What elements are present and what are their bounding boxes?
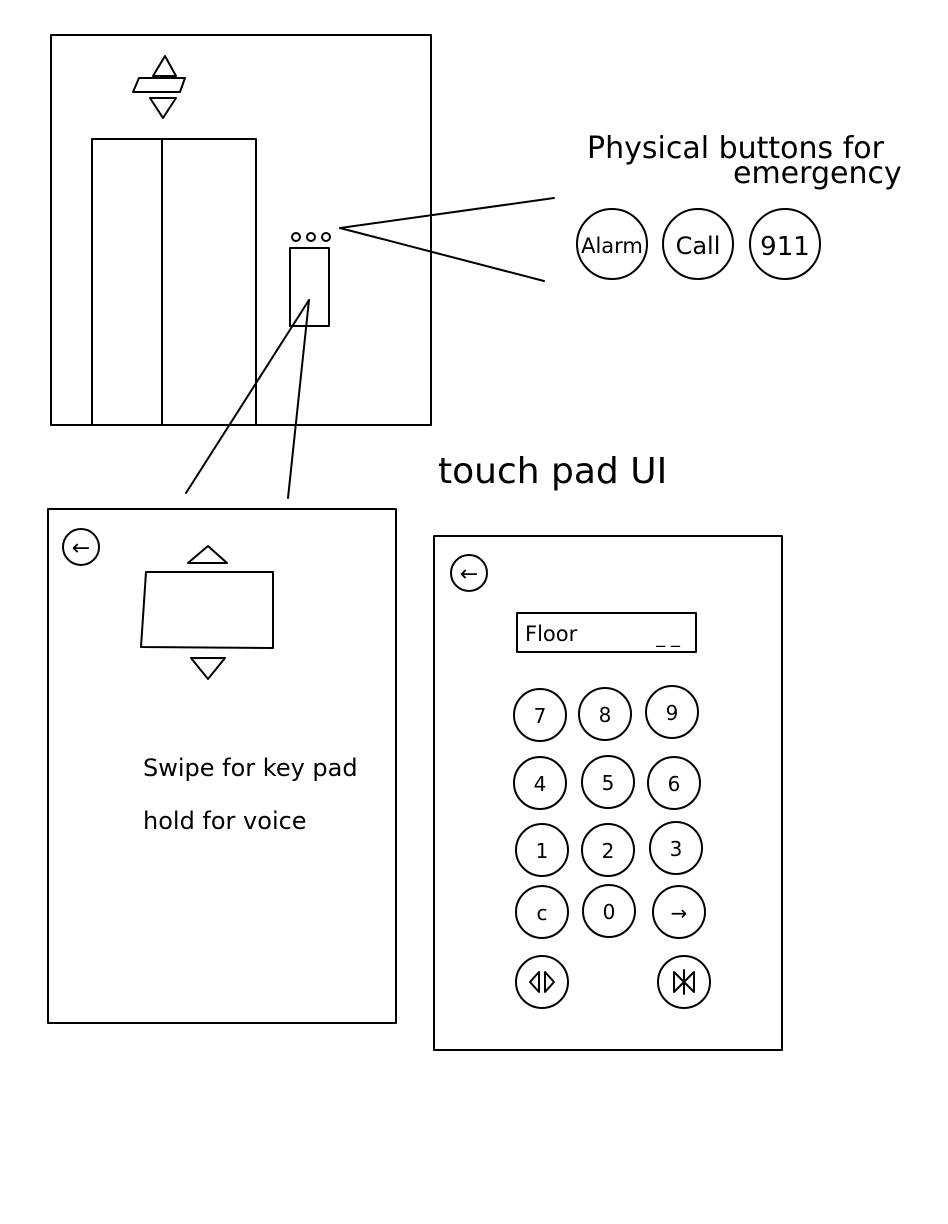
key-0-label: 0	[603, 900, 616, 924]
callout-line	[185, 299, 310, 494]
key-7-button[interactable]	[513, 688, 567, 742]
callout-line	[287, 299, 310, 499]
back-arrow-icon: ←	[72, 536, 90, 561]
door-close-button[interactable]	[657, 955, 711, 1009]
panel-touchpad[interactable]	[289, 247, 330, 327]
key-clear-label: c	[537, 901, 548, 925]
key-enter-label: →	[671, 901, 688, 925]
up-arrow-icon[interactable]	[187, 545, 228, 564]
keypad-screen: ← Floor _ _ 7 8 9 4 5 6 1 2 3 c 0 →	[433, 535, 783, 1051]
emergency-buttons: Alarm Call 911	[576, 208, 821, 280]
key-0-button[interactable]	[582, 884, 636, 938]
floor-label: Floor	[525, 622, 578, 646]
key-3-button[interactable]	[649, 821, 703, 875]
direction-indicator	[132, 55, 186, 119]
key-1-label: 1	[536, 839, 549, 863]
key-9-button[interactable]	[645, 685, 699, 739]
touchpad-ui-title: touch pad UI	[438, 451, 667, 492]
key-5-label: 5	[602, 771, 615, 795]
callout-line	[339, 197, 555, 229]
emergency-annotation-line1: Physical buttons for	[587, 131, 885, 166]
floor-value: _ _	[655, 627, 681, 648]
back-button[interactable]	[450, 554, 488, 592]
key-7-label: 7	[534, 704, 547, 728]
door-open-icon	[529, 971, 555, 993]
alarm-button-label: Alarm	[581, 234, 643, 258]
alarm-button[interactable]	[576, 208, 648, 280]
key-8-button[interactable]	[578, 687, 632, 741]
callout-line	[339, 227, 545, 282]
down-indicator-icon	[149, 97, 177, 119]
elevator-door-right	[161, 138, 257, 426]
call-button-label: Call	[676, 232, 721, 260]
keypad-screen-frame	[433, 535, 783, 1051]
key-5-button[interactable]	[581, 755, 635, 809]
emergency-annotation-line2: emergency	[733, 156, 902, 191]
key-enter-button[interactable]	[652, 885, 706, 939]
key-2-button[interactable]	[581, 823, 635, 877]
key-clear-button[interactable]	[515, 885, 569, 939]
swipe-instruction: Swipe for key pad	[143, 754, 358, 782]
key-4-button[interactable]	[513, 756, 567, 810]
back-arrow-icon: ←	[460, 562, 478, 587]
key-2-label: 2	[602, 839, 615, 863]
floor-display	[140, 571, 274, 649]
key-8-label: 8	[599, 703, 612, 727]
panel-emergency-button[interactable]	[321, 232, 331, 242]
up-indicator-icon	[152, 55, 177, 77]
key-6-button[interactable]	[647, 756, 701, 810]
panel-emergency-button[interactable]	[306, 232, 316, 242]
door-close-icon	[673, 969, 695, 995]
indicator-display	[132, 77, 186, 93]
hold-instruction: hold for voice	[143, 807, 307, 835]
elevator-door-left	[91, 138, 163, 426]
panel-emergency-button[interactable]	[291, 232, 301, 242]
emergency-911-button[interactable]	[749, 208, 821, 280]
door-open-button[interactable]	[515, 955, 569, 1009]
call-button[interactable]	[662, 208, 734, 280]
floor-input	[516, 612, 697, 653]
key-9-label: 9	[666, 701, 679, 725]
emergency-911-button-label: 911	[760, 232, 810, 262]
key-1-button[interactable]	[515, 823, 569, 877]
swipe-screen-frame	[47, 508, 397, 1024]
back-button[interactable]	[62, 528, 100, 566]
swipe-screen: ← Swipe for key pad hold for voice	[47, 508, 397, 1024]
elevator-front-view	[50, 34, 432, 426]
key-3-label: 3	[670, 837, 683, 861]
key-6-label: 6	[668, 772, 681, 796]
down-arrow-icon[interactable]	[190, 657, 226, 680]
elevator-wall	[50, 34, 432, 426]
key-4-label: 4	[534, 772, 547, 796]
